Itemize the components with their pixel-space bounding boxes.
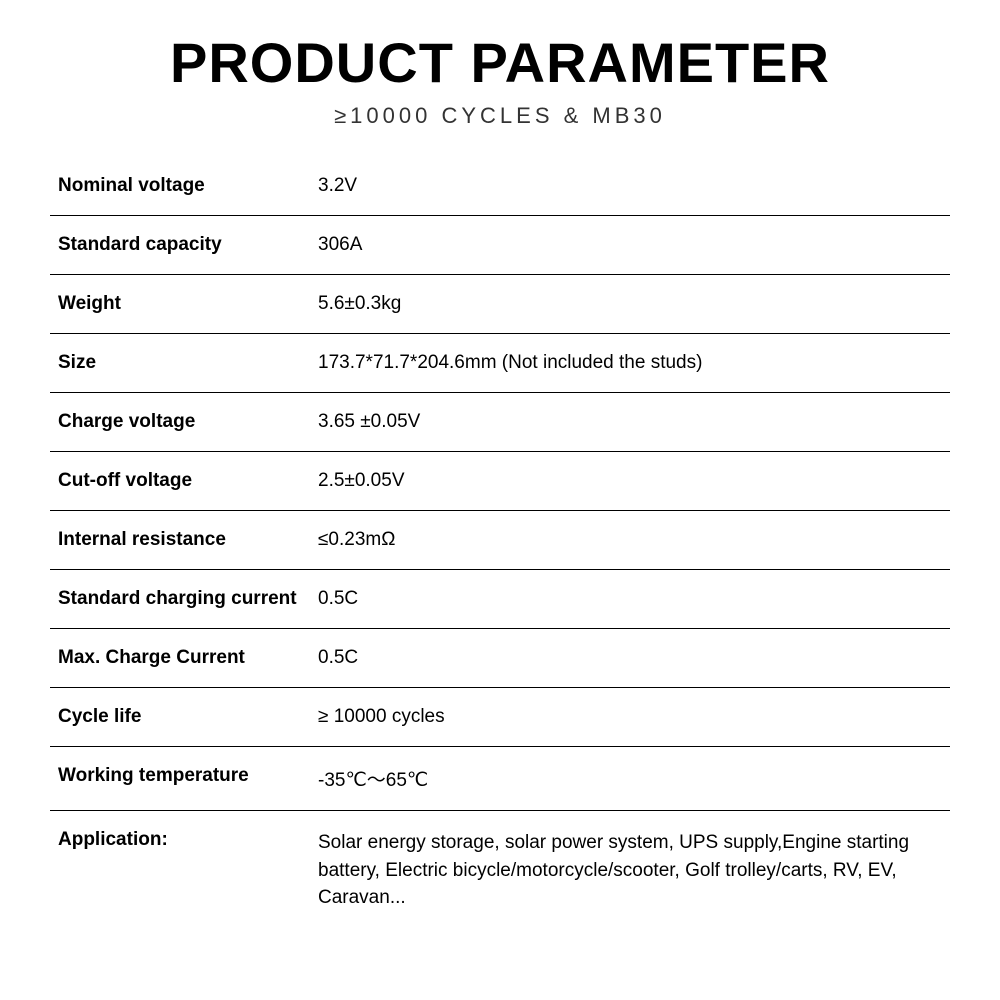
spec-label: Charge voltage: [50, 393, 310, 452]
spec-label: Cycle life: [50, 688, 310, 747]
spec-label: Nominal voltage: [50, 157, 310, 216]
spec-value: 3.65 ±0.05V: [310, 393, 950, 452]
table-row: Max. Charge Current 0.5C: [50, 629, 950, 688]
spec-value: 5.6±0.3kg: [310, 275, 950, 334]
table-row: Standard charging current 0.5C: [50, 570, 950, 629]
spec-label: Standard capacity: [50, 216, 310, 275]
page-subtitle: ≥10000 CYCLES & MB30: [50, 103, 950, 129]
spec-label: Weight: [50, 275, 310, 334]
spec-label: Max. Charge Current: [50, 629, 310, 688]
spec-value: ≤0.23mΩ: [310, 511, 950, 570]
table-row: Working temperature -35℃～65℃: [50, 747, 950, 811]
table-row: Application: Solar energy storage, solar…: [50, 811, 950, 930]
spec-label: Working temperature: [50, 747, 310, 811]
spec-value: 0.5C: [310, 570, 950, 629]
page-title: PRODUCT PARAMETER: [50, 30, 950, 95]
spec-value: 3.2V: [310, 157, 950, 216]
spec-value: ≥ 10000 cycles: [310, 688, 950, 747]
spec-value: 2.5±0.05V: [310, 452, 950, 511]
spec-value: 0.5C: [310, 629, 950, 688]
table-row: Cycle life ≥ 10000 cycles: [50, 688, 950, 747]
spec-label: Application:: [50, 811, 310, 930]
spec-label: Internal resistance: [50, 511, 310, 570]
table-row: Cut-off voltage 2.5±0.05V: [50, 452, 950, 511]
spec-label: Standard charging current: [50, 570, 310, 629]
spec-value: 173.7*71.7*204.6mm (Not included the stu…: [310, 334, 950, 393]
spec-label: Size: [50, 334, 310, 393]
table-row: Size 173.7*71.7*204.6mm (Not included th…: [50, 334, 950, 393]
table-row: Internal resistance ≤0.23mΩ: [50, 511, 950, 570]
spec-value: Solar energy storage, solar power system…: [310, 811, 950, 930]
table-row: Standard capacity 306A: [50, 216, 950, 275]
table-row: Weight 5.6±0.3kg: [50, 275, 950, 334]
spec-value: -35℃～65℃: [310, 747, 950, 811]
spec-label: Cut-off voltage: [50, 452, 310, 511]
table-row: Charge voltage 3.65 ±0.05V: [50, 393, 950, 452]
table-row: Nominal voltage 3.2V: [50, 157, 950, 216]
spec-value: 306A: [310, 216, 950, 275]
spec-table: Nominal voltage 3.2V Standard capacity 3…: [50, 157, 950, 930]
